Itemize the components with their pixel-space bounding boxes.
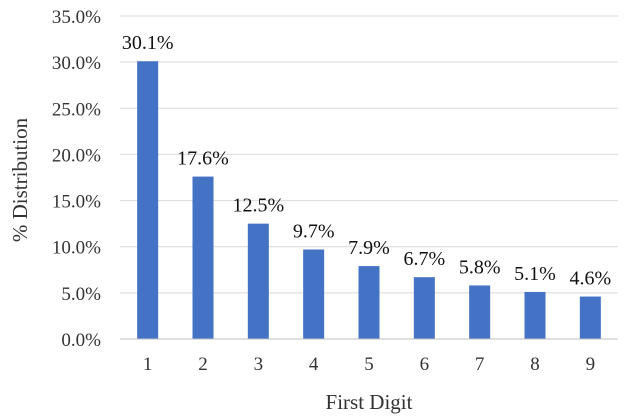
x-tick-label: 4 (309, 354, 319, 375)
bar (358, 266, 380, 339)
data-label: 4.6% (569, 268, 611, 290)
x-tick-label: 5 (364, 354, 374, 375)
bar (579, 296, 601, 339)
y-axis-title: % Distribution (8, 117, 32, 242)
bars (137, 61, 601, 339)
data-label: 9.7% (293, 220, 335, 242)
x-tick-label: 2 (198, 354, 208, 375)
y-tick-label: 10.0% (52, 238, 101, 259)
bar (413, 277, 435, 339)
x-tick-label: 1 (143, 354, 153, 375)
x-tick-label: 9 (586, 354, 596, 375)
axes: 0.0%5.0%10.0%15.0%20.0%25.0%30.0%35.0%1 2… (52, 7, 618, 375)
x-tick-label: 8 (530, 354, 540, 375)
y-tick-label: 5.0% (61, 284, 101, 305)
data-label: 5.8% (459, 256, 501, 278)
bar (469, 285, 491, 339)
y-tick-label: 20.0% (52, 145, 101, 166)
data-label: 6.7% (403, 248, 445, 270)
bar (303, 249, 325, 339)
y-tick-label: 25.0% (52, 99, 101, 120)
data-label: 12.5% (232, 195, 284, 217)
x-axis-title: First Digit (326, 390, 413, 414)
x-tick-label: 7 (475, 354, 485, 375)
bar (524, 291, 546, 339)
data-label: 5.1% (514, 263, 556, 285)
y-tick-label: 0.0% (61, 330, 101, 351)
y-tick-label: 30.0% (52, 53, 101, 74)
x-tick-label: 6 (420, 354, 430, 375)
bar (192, 176, 214, 339)
data-labels: 30.1% 17.6% 12.5% 9.7% 7.9% 6.7% 5.8% 5.1% 4.6% (122, 32, 611, 289)
data-label: 17.6% (177, 148, 229, 170)
data-label: 30.1% (122, 32, 174, 54)
bar (137, 61, 159, 339)
y-tick-label: 15.0% (52, 192, 101, 213)
bar (247, 223, 269, 339)
y-tick-label: 35.0% (52, 7, 101, 28)
data-label: 7.9% (348, 237, 390, 259)
x-tick-label: 3 (254, 354, 264, 375)
